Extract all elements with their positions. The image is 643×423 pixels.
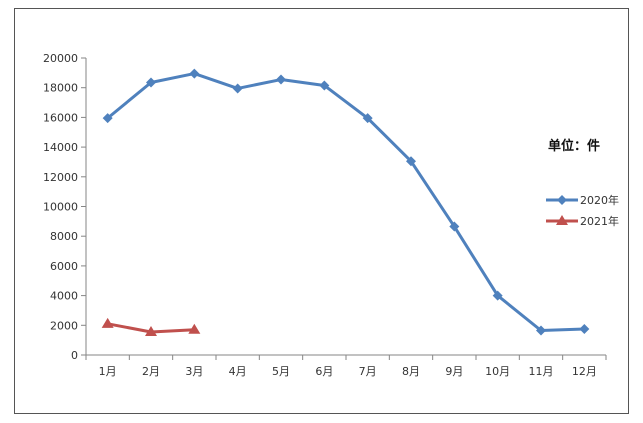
y-tick-label: 4000 xyxy=(50,290,78,303)
y-tick-label: 16000 xyxy=(43,111,78,124)
data-point xyxy=(232,83,243,94)
x-tick-label: 8月 xyxy=(402,365,420,378)
x-tick-label: 7月 xyxy=(359,365,377,378)
data-point xyxy=(362,113,373,124)
data-point xyxy=(449,221,460,232)
x-tick-label: 12月 xyxy=(572,365,597,378)
y-tick-label: 12000 xyxy=(43,171,78,184)
x-tick-label: 9月 xyxy=(445,365,463,378)
x-tick-label: 10月 xyxy=(485,365,510,378)
y-tick-label: 10000 xyxy=(43,201,78,214)
data-point xyxy=(536,325,546,336)
series-group xyxy=(101,68,590,336)
legend-item: 2020年 xyxy=(546,193,619,207)
series-2 xyxy=(101,317,201,336)
data-point xyxy=(188,323,201,334)
legend-label: 2020年 xyxy=(580,193,619,207)
y-axis-ticks: 0 2000 4000 6000 8000 10000 12000 14000 16000 180… xyxy=(43,52,86,362)
data-point xyxy=(492,290,503,301)
unit-label: 单位：件 xyxy=(548,138,600,154)
x-axis-ticks: 1月 2月 3月 4月 5月 6月 7月 8月 9月 10月 11月 12月 xyxy=(85,355,607,378)
legend-item: 2021年 xyxy=(546,214,619,228)
y-tick-label: 8000 xyxy=(50,230,78,243)
legend-marker xyxy=(556,215,568,225)
data-point xyxy=(101,317,114,328)
data-point xyxy=(406,156,416,167)
legend-marker xyxy=(557,195,567,205)
y-tick-label: 6000 xyxy=(50,260,78,273)
data-point xyxy=(276,74,286,85)
data-point xyxy=(145,325,157,336)
data-point xyxy=(579,324,590,335)
chart-frame xyxy=(14,8,629,414)
data-point xyxy=(319,80,330,91)
x-tick-label: 4月 xyxy=(229,365,247,378)
legend: 2020年 2021年 xyxy=(546,193,619,228)
x-tick-label: 2月 xyxy=(142,365,160,378)
y-tick-label: 0 xyxy=(71,349,78,362)
x-tick-label: 3月 xyxy=(185,365,203,378)
y-tick-label: 2000 xyxy=(50,319,78,332)
x-tick-label: 11月 xyxy=(529,365,554,378)
data-point xyxy=(146,77,156,88)
series-line xyxy=(106,72,585,332)
y-tick-label: 14000 xyxy=(43,141,78,154)
data-point xyxy=(102,113,113,124)
y-tick-label: 18000 xyxy=(43,82,78,95)
y-tick-label: 20000 xyxy=(43,52,78,65)
x-tick-label: 6月 xyxy=(315,365,333,378)
series-1 xyxy=(102,68,590,336)
x-tick-label: 5月 xyxy=(272,365,290,378)
data-point xyxy=(189,68,200,79)
legend-label: 2021年 xyxy=(580,214,619,228)
x-tick-label: 1月 xyxy=(99,365,117,378)
